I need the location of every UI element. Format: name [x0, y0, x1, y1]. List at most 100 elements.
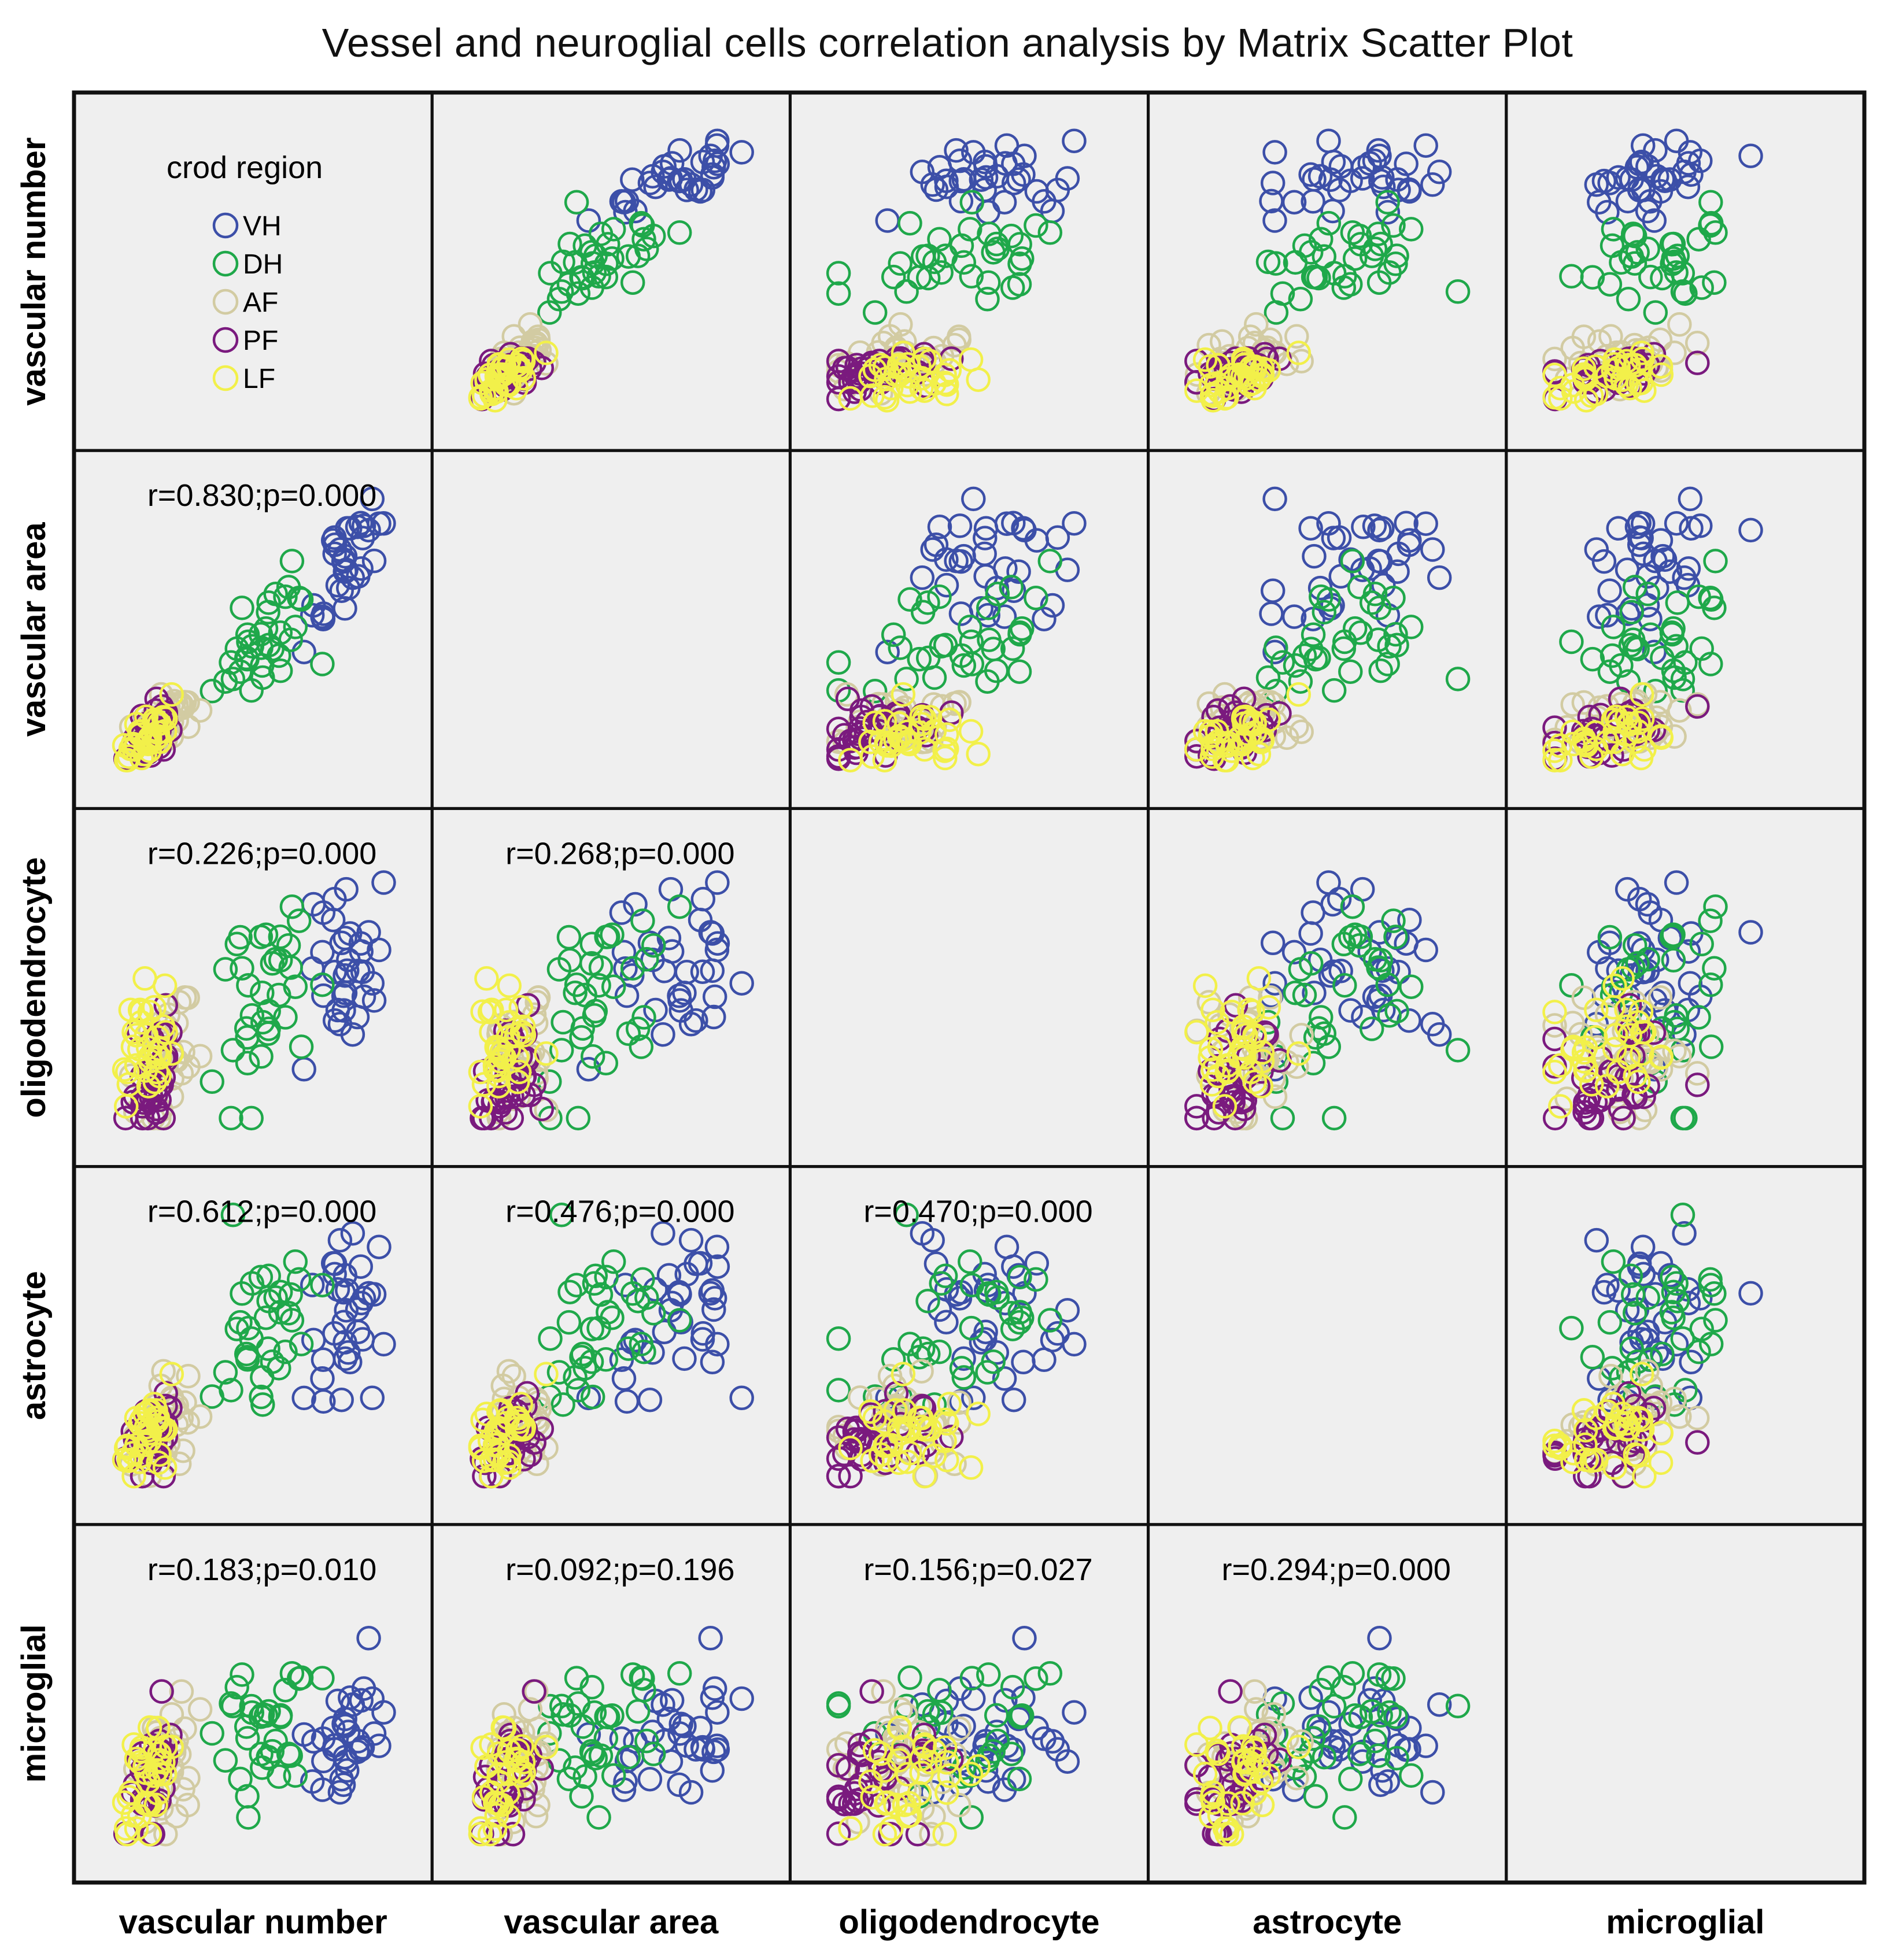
point-dh-vascular-number-vs-astrocyte: [1384, 243, 1409, 268]
point-dh-vascular-area-vs-vascular-number: [230, 596, 254, 620]
point-dh-oligodendrocyte-vs-astrocyte: [1316, 1034, 1342, 1059]
point-af-microglial-vs-vascular-number: [159, 1702, 184, 1727]
point-dh-vascular-number-vs-vascular-area: [616, 244, 641, 269]
point-dh-vascular-number-vs-astrocyte: [1399, 217, 1424, 242]
point-dh-oligodendrocyte-vs-astrocyte: [1292, 982, 1317, 1008]
point-lf-oligodendrocyte-vs-vascular-area: [470, 999, 495, 1024]
point-lf-vascular-number-vs-microglial: [1649, 362, 1674, 387]
point-vh-vascular-area-vs-oligodendrocyte: [961, 486, 986, 512]
point-vh-microglial-vs-oligodendrocyte: [951, 1714, 976, 1739]
point-dh-oligodendrocyte-vs-vascular-number: [268, 924, 293, 949]
point-dh-microglial-vs-vascular-area: [564, 1666, 589, 1691]
point-vh-astrocyte-vs-oligodendrocyte: [1045, 1321, 1070, 1346]
point-vh-astrocyte-vs-vascular-area: [651, 1221, 675, 1246]
point-pf-vascular-area-vs-microglial: [1600, 743, 1624, 768]
point-dh-oligodendrocyte-vs-vascular-area: [667, 894, 692, 919]
point-pf-vascular-area-vs-astrocyte: [1201, 704, 1226, 730]
point-lf-microglial-vs-astrocyte: [1242, 1781, 1268, 1806]
point-vh-microglial-vs-astrocyte: [1375, 1769, 1401, 1794]
point-af-microglial-vs-vascular-area: [526, 1792, 551, 1818]
point-dh-astrocyte-vs-microglial: [1638, 1347, 1663, 1372]
point-vh-vascular-number-vs-microglial: [1642, 208, 1667, 233]
point-dh-astrocyte-vs-microglial: [1635, 1285, 1660, 1310]
point-af-vascular-number-vs-microglial: [1667, 312, 1692, 337]
point-dh-vascular-number-vs-microglial: [1665, 243, 1690, 268]
point-lf-microglial-vs-astrocyte: [1200, 1780, 1225, 1805]
point-vh-astrocyte-vs-vascular-area: [611, 1366, 637, 1391]
point-lf-vascular-number-vs-astrocyte: [1198, 354, 1222, 379]
point-lf-astrocyte-vs-microglial: [1594, 1399, 1620, 1424]
point-vh-astrocyte-vs-microglial: [1738, 1281, 1763, 1306]
point-vh-vascular-number-vs-vascular-area: [576, 208, 601, 233]
point-dh-vascular-number-vs-oligodendrocyte: [862, 300, 888, 325]
point-dh-vascular-number-vs-oligodendrocyte: [1007, 252, 1032, 276]
point-dh-vascular-number-vs-oligodendrocyte: [975, 287, 1000, 312]
legend-marker-lf: [212, 365, 239, 391]
point-dh-vascular-area-vs-oligodendrocyte: [1007, 620, 1032, 645]
point-dh-oligodendrocyte-vs-astrocyte: [1359, 1016, 1384, 1041]
point-vh-vascular-area-vs-microglial: [1624, 515, 1650, 539]
point-lf-vascular-number-vs-oligodendrocyte: [860, 383, 885, 408]
point-vh-vascular-number-vs-oligodendrocyte: [992, 190, 1017, 215]
point-lf-astrocyte-vs-vascular-number: [114, 1433, 140, 1459]
point-af-microglial-vs-astrocyte: [1289, 1729, 1314, 1754]
point-dh-oligodendrocyte-vs-microglial: [1664, 1003, 1689, 1028]
point-dh-vascular-area-vs-oligodendrocyte: [862, 679, 888, 704]
point-af-vascular-number-vs-microglial: [1587, 329, 1612, 354]
point-dh-astrocyte-vs-microglial: [1580, 1345, 1605, 1370]
point-lf-astrocyte-vs-oligodendrocyte: [838, 1436, 863, 1460]
correlation-label-microglial-vs-vascular-number: r=0.183;p=0.010: [147, 1552, 376, 1587]
point-dh-vascular-area-vs-oligodendrocyte: [951, 653, 977, 678]
point-lf-microglial-vs-oligodendrocyte: [909, 1746, 934, 1772]
point-vh-oligodendrocyte-vs-vascular-area: [576, 1057, 601, 1082]
point-dh-oligodendrocyte-vs-vascular-number: [278, 955, 303, 980]
point-af-vascular-area-vs-astrocyte: [1289, 719, 1314, 744]
point-lf-vascular-area-vs-microglial: [1617, 712, 1642, 737]
point-dh-astrocyte-vs-vascular-area: [583, 1263, 608, 1289]
point-dh-microglial-vs-oligodendrocyte: [1024, 1666, 1048, 1691]
point-dh-oligodendrocyte-vs-astrocyte: [1303, 1025, 1328, 1050]
point-vh-oligodendrocyte-vs-vascular-number: [310, 940, 335, 965]
point-pf-microglial-vs-oligodendrocyte: [844, 1788, 869, 1813]
point-vh-astrocyte-vs-vascular-number: [325, 1277, 350, 1302]
point-dh-vascular-number-vs-vascular-area: [667, 220, 692, 245]
point-lf-astrocyte-vs-vascular-area: [486, 1415, 511, 1441]
point-dh-oligodendrocyte-vs-vascular-area: [625, 1016, 651, 1041]
point-dh-microglial-vs-oligodendrocyte: [1007, 1704, 1032, 1730]
point-dh-astrocyte-vs-oligodendrocyte: [897, 1332, 922, 1356]
point-dh-vascular-number-vs-vascular-area: [620, 270, 645, 295]
point-vh-vascular-number-vs-vascular-area: [678, 172, 704, 197]
point-vh-microglial-vs-vascular-area: [702, 1676, 727, 1701]
point-vh-astrocyte-vs-vascular-area: [690, 1321, 716, 1346]
point-vh-oligodendrocyte-vs-vascular-number: [311, 900, 336, 925]
point-dh-vascular-number-vs-astrocyte: [1292, 233, 1317, 258]
point-vh-astrocyte-vs-oligodendrocyte: [1032, 1347, 1057, 1373]
point-dh-vascular-area-vs-vascular-number: [310, 652, 335, 676]
point-vh-astrocyte-vs-vascular-number: [329, 1387, 354, 1412]
point-dh-oligodendrocyte-vs-astrocyte: [1270, 1105, 1295, 1131]
point-lf-astrocyte-vs-microglial: [1602, 1415, 1627, 1441]
point-dh-vascular-number-vs-vascular-area: [629, 210, 654, 236]
point-vh-astrocyte-vs-microglial: [1595, 1273, 1620, 1297]
point-dh-vascular-area-vs-oligodendrocyte: [1007, 659, 1032, 684]
point-af-microglial-vs-oligodendrocyte: [921, 1803, 946, 1829]
point-vh-oligodendrocyte-vs-astrocyte: [1301, 900, 1325, 925]
point-vh-astrocyte-vs-vascular-area: [672, 1346, 697, 1371]
point-vh-vascular-area-vs-vascular-number: [361, 548, 387, 574]
point-vh-vascular-number-vs-microglial: [1638, 189, 1663, 214]
point-lf-vascular-number-vs-oligodendrocyte: [874, 387, 900, 413]
point-vh-vascular-number-vs-microglial: [1679, 162, 1704, 187]
point-dh-astrocyte-vs-vascular-number: [278, 1282, 303, 1307]
point-dh-astrocyte-vs-microglial: [1622, 1301, 1647, 1326]
point-dh-vascular-number-vs-microglial: [1622, 251, 1647, 276]
point-lf-microglial-vs-oligodendrocyte: [879, 1816, 904, 1841]
point-lf-vascular-area-vs-oligodendrocyte: [895, 729, 920, 755]
point-dh-microglial-vs-vascular-number: [200, 1721, 224, 1746]
point-dh-vascular-area-vs-oligodendrocyte: [985, 582, 1010, 607]
point-lf-astrocyte-vs-vascular-number: [146, 1450, 171, 1475]
point-dh-microglial-vs-astrocyte: [1399, 1763, 1424, 1788]
point-af-vascular-area-vs-vascular-number: [175, 690, 200, 715]
point-pf-astrocyte-vs-oligodendrocyte: [826, 1463, 851, 1489]
point-lf-oligodendrocyte-vs-vascular-number: [114, 1059, 140, 1085]
point-dh-vascular-number-vs-oligodendrocyte: [1007, 272, 1032, 297]
